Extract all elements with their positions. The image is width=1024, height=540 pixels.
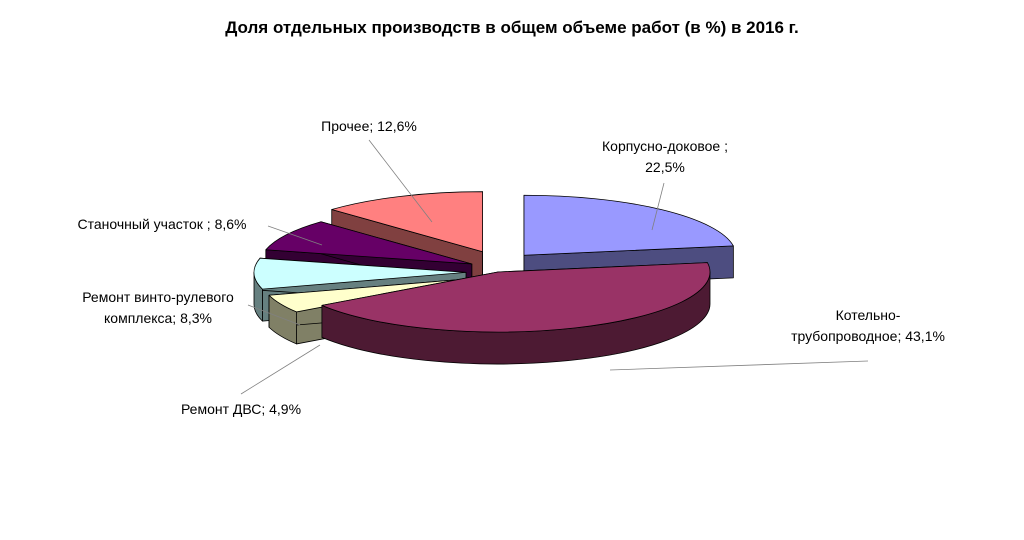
leader-line (651, 182, 665, 231)
slice-top-face (523, 194, 734, 256)
slice-label: Ремонт винто-рулевого комплекса; 8,3% (82, 289, 234, 326)
slice-label: Ремонт ДВС; 4,9% (181, 401, 301, 417)
chart-title: Доля отдельных производств в общем объем… (225, 18, 799, 37)
leader-line (247, 304, 301, 326)
slice-label: Корпусно-доковое ; 22,5% (602, 138, 728, 175)
leader-line (609, 360, 869, 371)
slice-label: Станочный участок ; 8,6% (78, 216, 247, 232)
leader-line (368, 139, 433, 223)
slice-label: Прочее; 12,6% (321, 118, 417, 134)
slice-top-face (253, 257, 467, 290)
slice-top-face (331, 191, 483, 253)
slice-label: Котельно-трубопроводное; 43,1% (791, 307, 945, 344)
leader-line (240, 344, 321, 395)
pie-slice (321, 262, 711, 365)
slice-top-face (321, 262, 711, 333)
leader-line (267, 225, 323, 246)
slice-top-face (265, 221, 473, 265)
